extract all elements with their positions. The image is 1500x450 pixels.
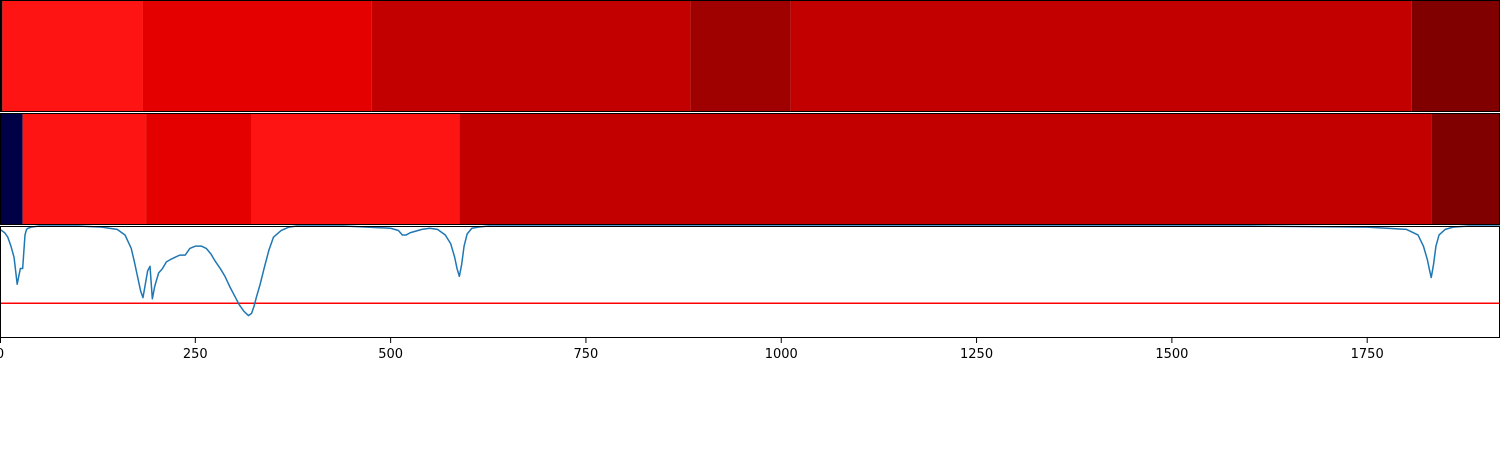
heatmap-segment-2-5 [459,113,1432,225]
x-tick-label-750: 750 [574,347,599,362]
heatmap-segment-1-1 [0,0,3,112]
x-tick-label-0: 0 [0,347,4,362]
x-tick-label-1000: 1000 [765,347,798,362]
heatmap-row-2 [0,113,1500,225]
heatmap-segment-2-4 [251,113,460,225]
signal-panel [0,225,1500,338]
heatmap-segment-2-2 [22,113,147,225]
heatmap-segment-1-6 [790,0,1412,112]
signal-panel-background [0,226,1500,338]
heatmap-row-1 [0,0,1500,112]
heatmap-segment-1-3 [142,0,372,112]
x-axis: 0 250 500 750 1000 1250 1500 1750 [0,338,1384,362]
heatmap-segment-2-6 [1431,113,1500,225]
heatmap-segment-1-4 [371,0,691,112]
x-tick-label-250: 250 [183,347,208,362]
heatmap-segment-2-3 [146,113,252,225]
heatmap-segment-2-1 [0,113,23,225]
x-tick-label-1250: 1250 [960,347,993,362]
heatmap-segment-1-5 [690,0,791,112]
x-tick-label-1500: 1500 [1155,347,1188,362]
x-tick-label-1750: 1750 [1351,347,1384,362]
heatmap-segment-1-7 [1411,0,1500,112]
x-tick-label-500: 500 [378,347,403,362]
heatmap-segment-1-2 [2,0,143,112]
